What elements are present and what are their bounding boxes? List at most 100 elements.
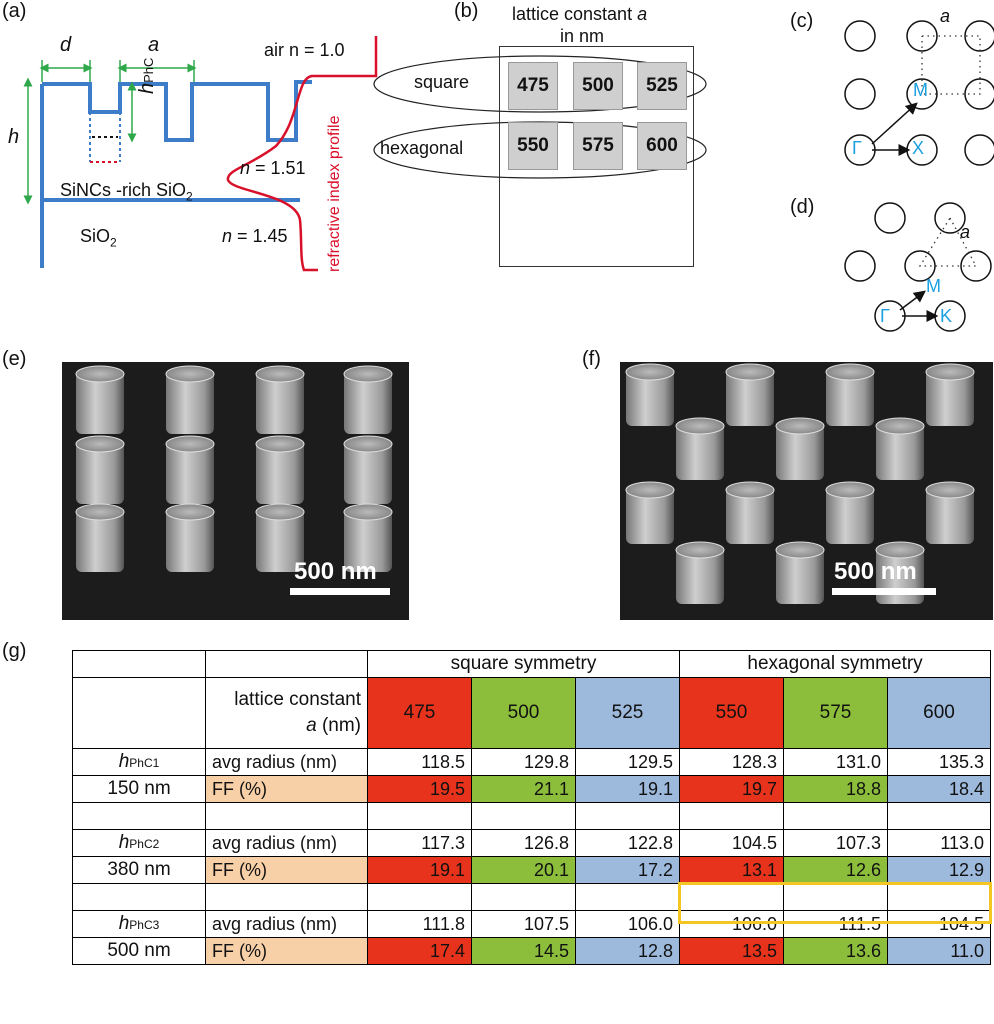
square-sample-475: 475 [508,62,558,110]
sem-pillar [75,503,125,572]
avg-radius-value: 107.5 [471,910,576,938]
sem-pillar [825,481,875,544]
sem-pillar [343,435,393,504]
panel-label-b: (b) [454,0,479,22]
square-sample-525: 525 [637,62,687,110]
label-sio2-substrate: SiO2 [80,226,117,250]
ff-value: 20.1 [471,856,576,884]
square-sample-500: 500 [573,62,623,110]
avg-radius-value: 129.5 [574,748,681,776]
label-n-145: n = 1.45 [222,226,288,246]
ff-value: 14.5 [471,937,576,965]
avg-radius-value: 106.0 [574,910,681,938]
ff-value: 19.1 [574,775,681,803]
avg-radius-value: 106.0 [679,910,785,938]
ff-value: 21.1 [471,775,576,803]
label-lattice-title: lattice constant a [512,4,648,24]
avg-radius-value: 117.3 [367,829,472,857]
ff-value: 19.7 [679,775,785,803]
avg-radius-row: hPhC1 avg radius (nm) 118.5 129.8 129.5 128.3… [72,748,992,776]
square-symmetry-header: square symmetry [366,650,681,678]
fill-factor-row: 380 nm FF (%) 19.1 20.1 17.2 13.1 12.6 12.9 [72,856,992,884]
avg-radius-label: avg radius (nm) [205,829,368,857]
label-c-X: X [912,138,925,158]
ff-value: 18.4 [887,775,992,803]
sample-box [499,46,694,267]
panel-label-c: (c) [790,10,814,32]
hexagonal-lattice-diagram [844,202,992,332]
sem-pillar [625,363,675,426]
sem-pillar [825,363,875,426]
avg-radius-value: 111.5 [783,910,889,938]
ff-value: 13.5 [679,937,785,965]
sem-pillar [343,503,393,572]
thickness-value: 500 nm [72,937,206,965]
table-header-row: square symmetry hexagonal symmetry [72,650,992,678]
refractive-index-curve [226,36,378,272]
lattice-value: 550 [679,677,785,749]
sem-pillar [75,365,125,434]
panel-label-f: (f) [582,348,601,370]
sem-pillar [165,503,215,572]
lattice-value: 600 [887,677,992,749]
label-d-Gamma: Γ [880,306,890,326]
scale-bar-e [290,588,390,595]
lattice-value: 475 [367,677,472,749]
avg-radius-row: hPhC3 avg radius (nm) 111.8 107.5 106.0 106.0… [72,910,992,938]
label-hexagonal: hexagonal [380,138,464,158]
thickness-value: 150 nm [72,775,206,803]
lattice-constant-row: lattice constant a (nm) 475 500 525 550 5… [72,677,992,749]
hex-sample-600: 600 [637,122,687,170]
thickness-label: hPhC1 [72,748,206,776]
label-h: h [8,126,20,148]
avg-radius-value: 129.8 [471,748,576,776]
sem-pillar [675,417,725,480]
avg-radius-value: 104.5 [679,829,785,857]
ff-label: FF (%) [205,937,368,965]
ff-value: 18.8 [783,775,889,803]
ff-value: 19.5 [367,775,472,803]
phc-surface-profile [42,80,312,142]
avg-radius-value: 131.0 [783,748,889,776]
label-air-index: air n = 1.0 [264,40,345,60]
lattice-value: 500 [471,677,576,749]
scale-label-f: 500 nm [834,558,917,585]
sem-pillar [255,365,305,434]
scale-label-e: 500 nm [294,558,377,585]
panel-a-waveguide-diagram [23,36,378,272]
avg-radius-value: 118.5 [367,748,472,776]
avg-radius-label: avg radius (nm) [205,748,368,776]
sem-pillar [725,363,775,426]
sem-pillar [255,503,305,572]
label-hphc: hPhC [136,57,158,94]
ff-value: 19.1 [367,856,472,884]
ff-value: 13.6 [783,937,889,965]
ff-value: 11.0 [887,937,992,965]
label-d: d [60,34,72,56]
avg-radius-value: 122.8 [574,829,681,857]
lattice-value: 575 [783,677,889,749]
ff-value: 17.4 [367,937,472,965]
sem-pillar [925,481,975,544]
sem-square-pillars [62,362,409,620]
square-lattice-diagram [844,20,994,166]
spacer-row [72,883,992,911]
sem-pillar [165,435,215,504]
label-c-M: M [913,80,928,100]
panel-label-g: (g) [2,640,27,662]
avg-radius-value: 126.8 [471,829,576,857]
panel-label-e: (e) [2,348,27,370]
hexagonal-symmetry-header: hexagonal symmetry [679,650,992,678]
ff-value: 12.6 [783,856,889,884]
avg-radius-row: hPhC2 avg radius (nm) 117.3 126.8 122.8 104.5… [72,829,992,857]
panel-label-a: (a) [2,0,27,22]
sem-pillar [75,435,125,504]
thickness-value: 380 nm [72,856,206,884]
sem-pillar [775,541,825,604]
avg-radius-label: avg radius (nm) [205,910,368,938]
hex-sample-575: 575 [573,122,623,170]
label-n-151: n = 1.51 [240,158,306,178]
avg-radius-value: 113.0 [887,829,992,857]
label-a: a [148,34,160,56]
spacer-row [72,802,992,830]
